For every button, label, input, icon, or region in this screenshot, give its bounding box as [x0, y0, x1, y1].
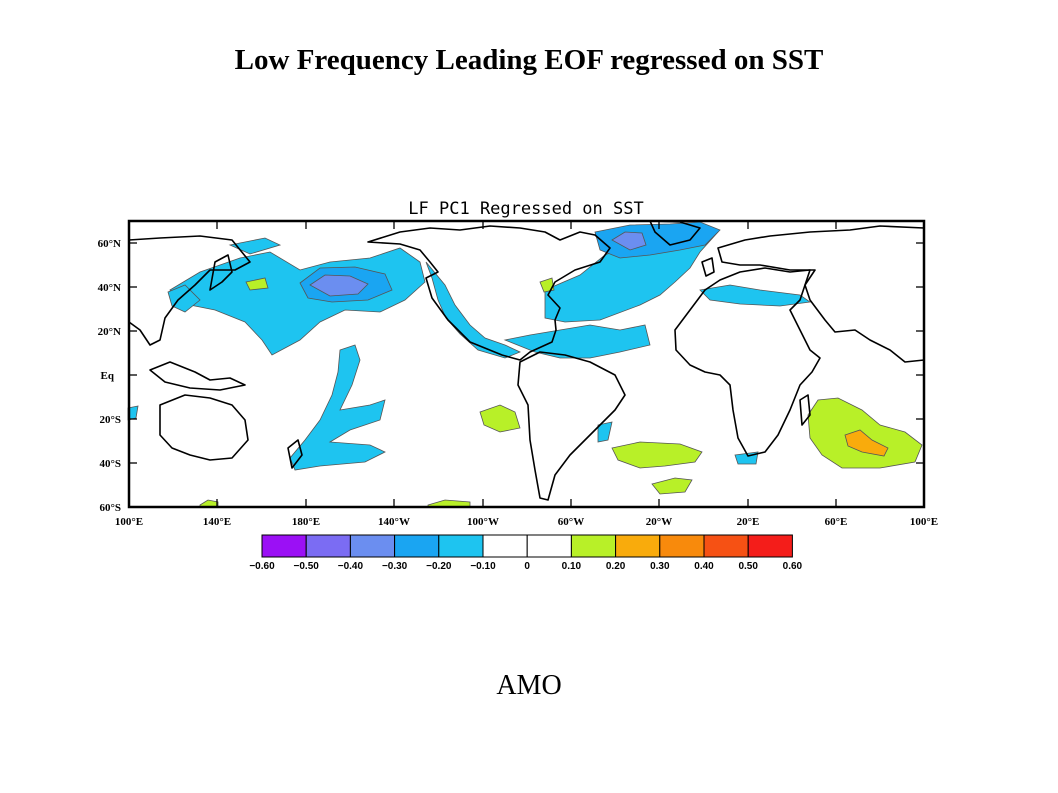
panel-title: LF PC1 Regressed on SST: [408, 199, 643, 219]
colorbar: −0.60 −0.50 −0.40 −0.30 −0.20 −0.10 0 0.10 0.20 0…: [249, 534, 803, 572]
lon-label: 100°W: [467, 516, 499, 528]
colorbar-label: 0.20: [606, 561, 626, 572]
new-zealand: [287, 439, 303, 469]
colorbar-swatch: [349, 534, 396, 558]
colorbar-label: −0.40: [338, 561, 364, 572]
colorbar-label: 0.30: [650, 561, 670, 572]
lon-label: 100°E: [115, 516, 143, 528]
colorbar-swatch: [570, 534, 617, 558]
south-atlantic-patch: [597, 421, 613, 443]
lon-label: 60°E: [825, 516, 848, 528]
colorbar-swatch: [482, 534, 528, 558]
positive-anomaly-regions: [199, 277, 923, 508]
lon-label: 140°W: [378, 516, 410, 528]
colorbar-swatch: [438, 534, 484, 558]
lat-label: 60°N: [98, 238, 121, 250]
lon-label: 20°W: [646, 516, 672, 528]
colorbar-label: 0.50: [738, 561, 758, 572]
colorbar-label: 0.40: [694, 561, 714, 572]
lat-label: Eq: [101, 370, 115, 382]
south-pacific-band: [289, 344, 386, 471]
colorbar-label: −0.30: [382, 561, 408, 572]
north-pacific-positive: [245, 277, 269, 291]
map-panel: [127, 219, 926, 509]
tick-marks: [129, 221, 924, 507]
lat-label: 60°S: [99, 502, 121, 514]
uk: [701, 257, 715, 277]
colorbar-label: −0.10: [470, 561, 496, 572]
colorbar-swatch: [659, 534, 705, 558]
latitude-labels: 60°N 40°N 20°N Eq 20°S 40°S 60°S: [98, 238, 121, 514]
lon-label: 140°E: [203, 516, 231, 528]
colorbar-label: −0.20: [426, 561, 452, 572]
subpolar-minimum: [611, 231, 647, 251]
colorbar-swatch: [305, 534, 351, 558]
south-atlantic-positive: [611, 441, 703, 469]
subpolar-gyre: [594, 221, 721, 259]
bering-arc: [228, 237, 282, 255]
colorbar-label: −0.50: [294, 561, 320, 572]
indian-ocean-positive: [807, 397, 923, 469]
madagascar: [799, 394, 811, 426]
lat-label: 20°N: [98, 326, 121, 338]
maritime-continent: [149, 361, 246, 391]
lon-label: 20°E: [737, 516, 760, 528]
gulf-of-maine-positive: [539, 277, 555, 293]
colorbar-swatch: [526, 534, 572, 558]
africa-europe: [674, 267, 821, 457]
longitude-labels: 100°E 140°E 180°E 140°W 100°W 60°W 20°W …: [115, 516, 938, 528]
colorbar-label: 0.10: [562, 561, 582, 572]
footer-label: AMO: [496, 670, 562, 701]
lat-label: 20°S: [99, 414, 121, 426]
japan: [209, 254, 233, 291]
colorbar-label: 0.60: [783, 561, 803, 572]
coastlines: [128, 220, 925, 501]
colorbar-label: −0.60: [249, 561, 275, 572]
lon-label: 100°E: [910, 516, 938, 528]
south-america: [517, 351, 626, 501]
colorbar-swatch: [747, 534, 793, 558]
australia: [159, 394, 249, 461]
lon-label: 180°E: [292, 516, 320, 528]
colorbar-swatch: [703, 534, 749, 558]
indian-ocean-maximum: [844, 429, 889, 457]
colorbar-swatch: [394, 534, 440, 558]
colorbar-label: 0: [524, 561, 530, 572]
north-america: [367, 225, 611, 361]
lat-label: 40°N: [98, 282, 121, 294]
west-coast-americas: [425, 261, 522, 359]
colorbar-swatch: [261, 534, 307, 558]
lat-label: 40°S: [99, 458, 121, 470]
eurasia: [717, 225, 925, 363]
north-pacific-minimum: [309, 274, 369, 297]
south-pacific-positive: [479, 404, 521, 433]
mediterranean: [699, 284, 812, 307]
negative-anomaly-regions: [127, 221, 812, 471]
colorbar-swatch: [615, 534, 661, 558]
kuroshio-negative: [167, 284, 201, 313]
asia-east: [128, 235, 251, 346]
south-atlantic-small: [651, 477, 693, 495]
lon-label: 60°W: [558, 516, 584, 528]
figure-title: Low Frequency Leading EOF regressed on S…: [234, 44, 824, 76]
map-frame: [127, 219, 926, 509]
